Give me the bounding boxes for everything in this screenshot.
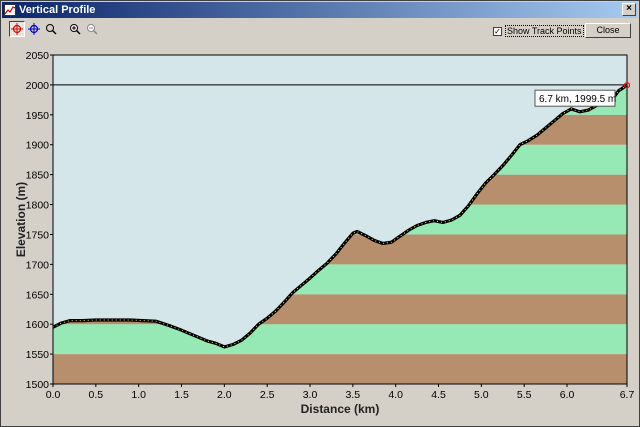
crosshair-blue-tool[interactable] <box>26 21 42 37</box>
position-tooltip <box>534 89 616 107</box>
x-tick-label: 0.5 <box>89 389 104 401</box>
x-tick-label: 6.7 <box>620 389 635 401</box>
position-marker <box>623 82 631 89</box>
x-axis-label: Distance (km) <box>301 402 380 416</box>
y-tick-label: 1550 <box>26 349 50 361</box>
zoom-region-tool[interactable] <box>43 21 59 37</box>
x-tick-label: 1.0 <box>131 389 146 401</box>
elevation-band-1550 <box>53 324 627 355</box>
y-tick-label: 2050 <box>26 50 50 62</box>
zoom-in-icon <box>70 24 81 35</box>
y-tick-label: 1950 <box>26 110 50 122</box>
y-tick-label: 1800 <box>26 200 50 212</box>
zoom-out-tool[interactable] <box>84 21 100 37</box>
y-tick-label: 1500 <box>26 379 50 391</box>
y-tick-label: 1700 <box>26 259 50 271</box>
close-button[interactable]: Close <box>585 23 631 38</box>
x-tick-label: 3.0 <box>303 389 318 401</box>
y-tick-label: 2000 <box>26 80 50 92</box>
elevation-profile-chart[interactable]: 1500 1550 1600 1650 1700 1750 1800 1850 1900 1950… <box>7 45 635 423</box>
y-axis-label: Elevation (m) <box>14 182 28 257</box>
show-track-points-checkbox[interactable]: ✓ <box>493 26 502 36</box>
y-tick-label: 1900 <box>26 140 50 152</box>
crosshair-blue-icon <box>28 23 40 35</box>
y-tick-label: 1600 <box>26 319 50 331</box>
crosshair-red-tool[interactable] <box>9 21 25 37</box>
x-tick-label: 4.0 <box>388 389 403 401</box>
x-tick-label: 0.0 <box>46 389 61 401</box>
x-tick-label: 2.5 <box>260 389 275 401</box>
zoom-in-tool[interactable] <box>67 21 83 37</box>
x-tick-label: 3.5 <box>346 389 361 401</box>
x-tick-label: 6.0 <box>560 389 575 401</box>
position-tooltip-text: 6.7 km, 1999.5 m <box>539 94 616 105</box>
zoom-out-icon <box>87 24 98 35</box>
crosshair-red-icon <box>11 23 23 35</box>
zoom-region-icon <box>46 24 57 35</box>
x-tick-label: 4.5 <box>431 389 446 401</box>
plot-border <box>52 54 628 385</box>
x-tick-label: 1.5 <box>174 389 189 401</box>
window-title: Vertical Profile <box>19 4 96 16</box>
chart-svg[interactable]: 1500 1550 1600 1650 1700 1750 1800 1850 1900 1950… <box>7 45 635 423</box>
show-track-points-option[interactable]: ✓ Show Track Points <box>493 25 584 37</box>
show-track-points-label: Show Track Points <box>505 25 584 37</box>
x-tick-label: 5.0 <box>474 389 489 401</box>
app-icon <box>4 4 16 16</box>
x-tick-label: 5.5 <box>517 389 532 401</box>
y-tick-label: 1850 <box>26 170 50 182</box>
elevation-band-1500 <box>53 354 627 384</box>
toolbar <box>9 21 100 41</box>
track-points <box>52 84 628 348</box>
y-tick-label: 1750 <box>26 229 50 241</box>
x-tick-label: 2.0 <box>217 389 232 401</box>
title-close-button[interactable]: × <box>622 3 636 16</box>
y-tick-label: 1650 <box>26 289 50 301</box>
title-bar[interactable]: Vertical Profile × <box>2 2 638 18</box>
